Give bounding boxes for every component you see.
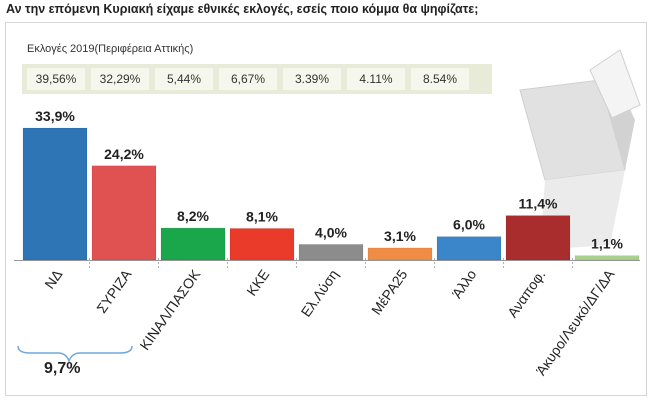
brace-total-label: 9,7% bbox=[44, 360, 81, 377]
data-label: 1,1% bbox=[591, 236, 623, 252]
data-label: 11,4% bbox=[519, 196, 558, 212]
chart-title: Αν την επόμενη Κυριακή είχαμε εθνικές εκ… bbox=[6, 2, 479, 16]
category-label: ΚΚΕ bbox=[243, 267, 272, 299]
data-label: 8,1% bbox=[246, 208, 278, 224]
elections-2019-value: 3.39% bbox=[283, 68, 341, 90]
data-label: 4,0% bbox=[315, 224, 347, 240]
elections-2019-value: 8.54% bbox=[411, 68, 469, 90]
category-label: Αναποφ. bbox=[504, 267, 548, 321]
bar bbox=[298, 244, 364, 261]
category-label: ΣΥΡΙΖΑ bbox=[93, 266, 135, 316]
bar bbox=[574, 255, 640, 261]
elections-2019-value: 5,44% bbox=[155, 68, 213, 90]
elections-2019-label: Εκλογές 2019(Περιφέρεια Αττικής) bbox=[27, 43, 194, 55]
data-label: 8,2% bbox=[177, 208, 209, 224]
bar bbox=[229, 228, 295, 261]
elections-2019-value: 6,67% bbox=[219, 68, 277, 90]
data-label: 3,1% bbox=[384, 228, 416, 244]
bar bbox=[436, 236, 502, 261]
brace bbox=[17, 345, 133, 364]
bar bbox=[160, 227, 226, 261]
category-label: ΝΔ bbox=[41, 267, 65, 292]
bar bbox=[91, 165, 157, 261]
bar bbox=[22, 127, 88, 261]
category-label: ΚΙΝΑΛ/ΠΑΣΟΚ bbox=[136, 266, 204, 353]
category-label: Άκυρο/Λευκό/ΔΓ/ΔΑ bbox=[533, 266, 618, 378]
elections-2019-value: 4.11% bbox=[347, 68, 405, 90]
category-label: Ελ.Λύση bbox=[298, 267, 342, 320]
bar bbox=[505, 215, 571, 261]
elections-2019-value: 39,56% bbox=[27, 68, 85, 90]
category-label: Άλλο bbox=[449, 266, 480, 301]
data-label: 6,0% bbox=[453, 217, 485, 233]
category-label: ΜέΡΑ25 bbox=[368, 266, 411, 317]
bar bbox=[367, 247, 433, 261]
data-label: 33,9% bbox=[35, 108, 75, 124]
data-label: 24,2% bbox=[104, 146, 144, 162]
elections-2019-value: 32,29% bbox=[91, 68, 149, 90]
